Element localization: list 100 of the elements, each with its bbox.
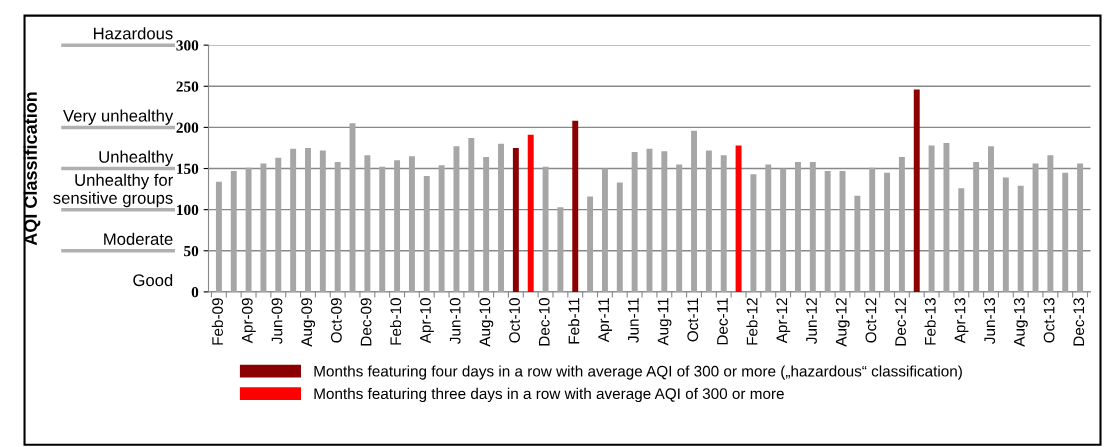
text: Hazardous	[94, 27, 173, 40]
bar	[1062, 172, 1069, 292]
bar	[542, 166, 549, 292]
bar	[1047, 155, 1054, 292]
bar	[1032, 163, 1039, 292]
bar	[453, 146, 460, 292]
x-tick-label: Jun-12	[806, 298, 817, 344]
bar	[988, 146, 994, 292]
bar	[928, 145, 935, 292]
y-tick-label: 100	[177, 204, 199, 216]
text: Unhealthy for sensitive groups	[53, 173, 173, 208]
bar	[260, 163, 267, 292]
x-tick-label: Dec-11	[717, 298, 728, 345]
x-tick-label: Apr-10	[420, 298, 434, 344]
text: Unhealthy	[99, 150, 174, 167]
bar	[676, 164, 683, 292]
bar	[408, 156, 415, 292]
bar	[720, 155, 727, 292]
bar	[438, 165, 445, 292]
bar	[661, 151, 668, 292]
x-tick-label: Oct-12	[865, 298, 877, 343]
x-tick-label: Oct-09	[330, 298, 342, 343]
x-tick-label: Aug-10	[479, 298, 494, 347]
x-tick-label: Oct-11	[687, 298, 699, 342]
bar	[869, 167, 876, 292]
bar	[379, 166, 386, 292]
text: Good	[133, 273, 173, 287]
bar	[305, 147, 311, 292]
bar	[468, 138, 475, 292]
x-tick-label: Dec-13	[1073, 298, 1085, 346]
y-tick-label: 150	[177, 163, 199, 174]
x-tick-label: Apr-11	[598, 298, 613, 343]
bar	[512, 147, 519, 292]
bar	[1017, 185, 1024, 292]
bar	[1077, 163, 1084, 292]
bar	[809, 161, 816, 292]
bar	[275, 157, 282, 292]
bar	[616, 182, 623, 292]
bar	[691, 130, 697, 292]
bar	[319, 150, 326, 292]
x-tick-label: Aug-13	[1013, 298, 1028, 347]
x-tick-label: Feb-13	[924, 298, 936, 345]
y-tick-label: 0	[191, 287, 199, 298]
legend-label: Months featuring three days in a row with average AQI of 300 or more	[314, 387, 784, 403]
x-tick-label: Apr-09	[241, 298, 256, 344]
y-tick-label: 50	[184, 245, 199, 257]
x-tick-label: Jun-13	[984, 298, 996, 344]
x-tick-label: Jun-09	[271, 298, 283, 344]
x-tick-label: Dec-12	[895, 298, 906, 346]
bar	[601, 168, 608, 292]
x-tick-label: Jun-10	[449, 298, 461, 344]
bar	[587, 196, 594, 292]
x-tick-label: Apr-13	[954, 298, 969, 344]
x-tick-label: Aug-11	[657, 298, 672, 346]
bar	[884, 172, 891, 292]
x-tick-label: Aug-12	[835, 298, 850, 347]
bar	[334, 161, 341, 292]
y-tick-label: 200	[176, 122, 199, 133]
text: AQI Classification	[23, 92, 41, 246]
x-tick-label: Dec-10	[538, 298, 550, 346]
bar	[898, 157, 905, 292]
text: Moderate	[104, 232, 173, 246]
bar	[423, 175, 430, 292]
x-tick-label: Feb-10	[389, 298, 402, 345]
bar	[735, 145, 742, 292]
bar	[215, 181, 222, 292]
y-tick-label: 300	[176, 40, 199, 51]
bar	[631, 152, 638, 292]
bar	[973, 161, 980, 292]
bar	[364, 155, 371, 292]
bar	[245, 167, 252, 292]
bar	[854, 195, 861, 292]
bar	[958, 188, 965, 292]
bar	[824, 170, 831, 292]
bar	[750, 174, 757, 292]
x-tick-label: Feb-09	[211, 298, 223, 345]
bar	[572, 120, 579, 292]
x-tick-label: Oct-10	[509, 298, 520, 343]
bar	[498, 143, 504, 292]
x-tick-label: Aug-09	[301, 298, 316, 347]
x-tick-label: Dec-09	[360, 298, 372, 346]
x-tick-label: Jun-11	[628, 298, 639, 343]
bar	[705, 150, 712, 292]
bar	[765, 164, 772, 292]
x-tick-label: Oct-13	[1043, 298, 1055, 343]
bar	[1002, 177, 1009, 292]
legend-label: Months featuring four days in a row with average AQI of 300 or more („hazardous“ classification)	[314, 365, 962, 380]
bar	[527, 134, 534, 292]
bar	[290, 148, 297, 292]
bar	[557, 207, 564, 292]
x-tick-label: Feb-12	[746, 298, 758, 345]
bar	[230, 170, 237, 292]
bar	[943, 143, 950, 292]
bar	[483, 157, 490, 292]
text: Very unhealthy	[63, 109, 174, 125]
bar	[394, 160, 401, 292]
x-tick-label: Apr-12	[776, 298, 791, 344]
x-tick-label: Feb-11	[568, 298, 580, 344]
bar	[913, 89, 920, 292]
bar	[795, 161, 801, 292]
